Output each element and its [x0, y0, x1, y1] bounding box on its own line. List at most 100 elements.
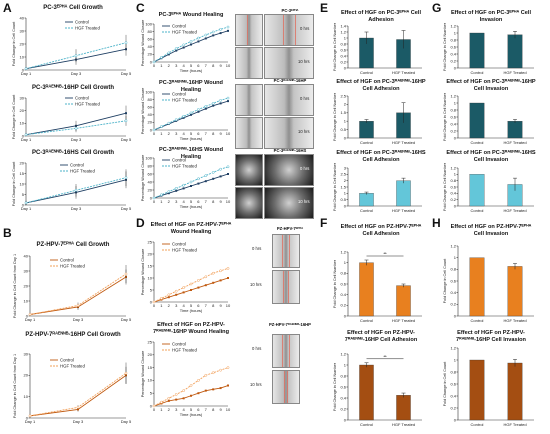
- x-axis-label: Time (hours): [180, 136, 203, 141]
- x-tick-label: HGF Treated: [392, 422, 415, 427]
- legend-label: HGF Treated: [75, 26, 100, 31]
- panel-label-h: H: [432, 216, 441, 230]
- chart-title-c3: PC-3ᴿᴬᴱᴺᴺᴮ-16HS Wound Healing: [158, 147, 223, 160]
- wound-image: [235, 47, 263, 79]
- x-tick-label: 7: [205, 199, 208, 204]
- wound-image: [235, 154, 263, 186]
- y-tick-label: 1: [344, 191, 347, 196]
- data-point: [219, 387, 222, 390]
- y-tick-label: 0.8: [340, 41, 346, 46]
- data-point: [219, 175, 222, 178]
- x-tick-label: 2: [168, 199, 171, 204]
- data-point: [152, 60, 156, 64]
- chart-title-e2: Effect of HGF on PC-3ᴿᴬᴱᴺᴺᴮ-16HP Cell Ad…: [336, 79, 426, 92]
- y-tick-label: 25: [148, 239, 153, 244]
- x-tick-label: 3: [175, 131, 178, 136]
- data-point: [227, 384, 229, 387]
- y-tick-label: 1.2: [340, 249, 346, 254]
- data-point: [125, 112, 127, 115]
- y-tick-label: 1: [454, 357, 457, 362]
- chart-title-g3: Effect of HGF on PC-3ᴿᴬᴱᴺᴺᴮ-16HS Cell In…: [446, 150, 536, 163]
- y-tick-label: 15: [148, 365, 153, 370]
- y-tick-label: 20: [24, 283, 29, 288]
- data-point: [74, 54, 78, 58]
- data-point: [219, 368, 222, 372]
- data-point: [182, 286, 185, 289]
- x-tick-label: Day 5: [121, 137, 132, 142]
- data-point: [227, 277, 229, 279]
- x-tick-label: 9: [219, 199, 222, 204]
- data-point: [189, 384, 193, 387]
- y-tick-label: 0.4: [450, 51, 456, 56]
- data-point: [167, 53, 170, 56]
- x-tick-label: 8: [212, 407, 215, 412]
- data-point: [182, 389, 185, 392]
- data-point: [167, 121, 171, 125]
- chart-title-b1: PZ-HPV-7ᴱᴾᴴᴬ Cell Growth: [36, 242, 110, 248]
- x-tick-label: Day 1: [21, 71, 32, 76]
- y-tick-label: 0.2: [450, 58, 456, 63]
- data-point: [76, 405, 80, 409]
- y-tick-label: 1.4: [340, 23, 346, 28]
- data-point: [28, 414, 32, 418]
- data-point: [167, 51, 171, 55]
- y-tick-label: 20: [20, 160, 25, 165]
- y-tick-label: 0: [344, 417, 347, 422]
- x-tick-label: 1: [160, 199, 163, 204]
- y-axis-label: Fold Change in Cell Count: [12, 161, 16, 206]
- chart-title-f2: Effect of HGF on PZ-HPV-7ᴿᴬᴱᴺᴺᴮ-16HP Cel…: [344, 330, 418, 343]
- y-tick-label: 0.4: [450, 121, 456, 126]
- x-tick-label: 4: [182, 131, 185, 136]
- x-tick-label: 9: [219, 407, 222, 412]
- y-tick-label: 20: [24, 373, 29, 378]
- y-tick-label: 10: [20, 181, 25, 186]
- x-tick-label: 1: [160, 63, 163, 68]
- y-tick-label: 10: [148, 275, 153, 280]
- y-tick-label: 1.2: [450, 243, 456, 248]
- legend-label: Control: [172, 158, 186, 163]
- y-tick-label: 40: [148, 179, 153, 184]
- y-tick-label: 3: [344, 165, 347, 170]
- y-tick-label: 0.5: [340, 197, 346, 202]
- y-tick-label: 80: [148, 29, 153, 34]
- data-point: [174, 187, 178, 190]
- x-tick-label: 7: [205, 303, 208, 308]
- x-tick-label: 6: [197, 63, 200, 68]
- y-tick-label: 1: [454, 100, 457, 105]
- data-point: [189, 180, 193, 184]
- y-axis-label: Fold Change in Cell Count from Day 1: [13, 354, 17, 418]
- y-tick-label: 0: [344, 203, 347, 208]
- bar: [359, 193, 374, 207]
- data-point: [182, 397, 185, 400]
- panel-label-a: A: [3, 1, 12, 15]
- legend-label: Control: [75, 96, 89, 101]
- legend-label: HGF Treated: [172, 98, 197, 103]
- y-tick-label: 15: [20, 171, 25, 176]
- x-tick-label: HGF Treated: [503, 318, 526, 323]
- x-tick-label: Control: [471, 422, 484, 427]
- x-tick-label: 8: [212, 63, 215, 68]
- data-point: [211, 30, 215, 34]
- x-tick-label: 5: [190, 199, 193, 204]
- chart-a1: 0 10 20 30 40 Day 1 Day 3 Day 5 Fold Change in C…: [12, 15, 132, 76]
- data-point: [74, 127, 78, 130]
- data-point: [182, 116, 185, 119]
- data-point: [219, 102, 222, 105]
- y-axis-label: Fold Change in Cell Count: [443, 361, 447, 406]
- time-label: 0 hrs: [300, 96, 310, 101]
- data-point: [211, 102, 215, 105]
- chart-title-g2: Effect of HGF on PC-3ᴿᴬᴱᴺᴺᴮ-16HP Cell In…: [446, 79, 536, 92]
- data-point: [167, 399, 170, 402]
- x-tick-label: 7: [205, 63, 208, 68]
- y-tick-label: 80: [148, 97, 153, 102]
- x-tick-label: 4: [182, 199, 185, 204]
- data-point: [204, 275, 208, 279]
- x-tick-label: 4: [182, 407, 185, 412]
- panel-label-c: C: [136, 1, 145, 15]
- y-tick-label: 2.5: [340, 93, 346, 98]
- y-tick-label: 5: [150, 287, 153, 292]
- x-tick-label: 4: [182, 303, 185, 308]
- data-point: [211, 371, 215, 375]
- data-point: [197, 36, 200, 40]
